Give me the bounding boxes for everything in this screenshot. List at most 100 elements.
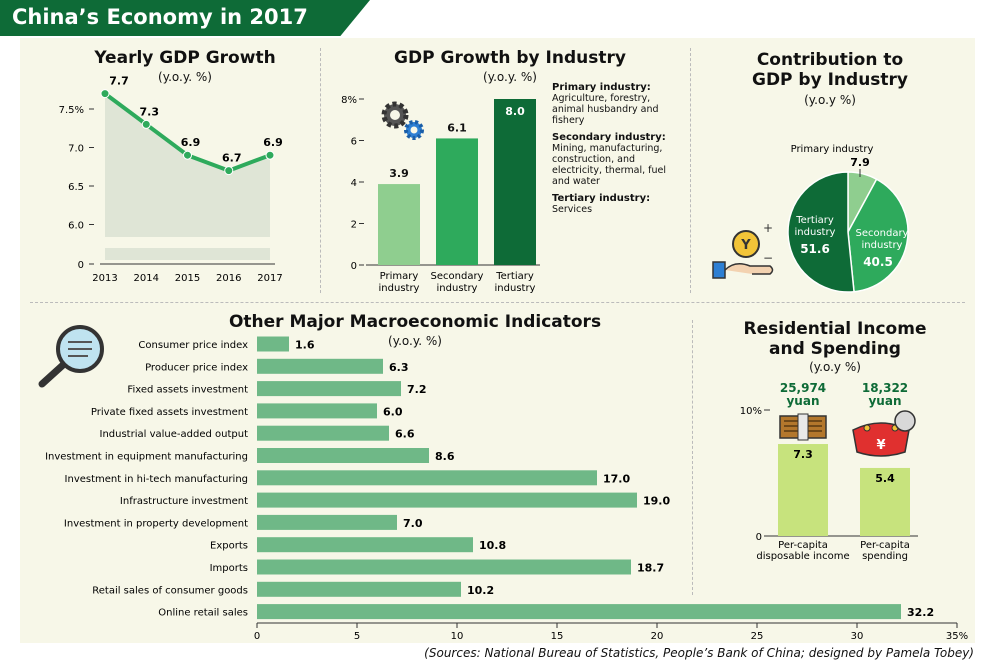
indicator-bar: [257, 336, 289, 352]
divider: [30, 302, 965, 303]
y-tick-label: 2: [351, 220, 357, 231]
bar-value-label: 7.2: [407, 383, 427, 396]
pie-value-label: 40.5: [863, 255, 893, 269]
x-tick-label: 2013: [92, 273, 117, 284]
bar-value-label: 17.0: [603, 472, 630, 485]
bar-value-label: 32.2: [907, 606, 934, 619]
category-label: industry: [379, 283, 420, 294]
indicator-bar: [257, 470, 597, 486]
category-label: Exports: [210, 541, 248, 552]
page-title: China’s Economy in 2017: [12, 5, 308, 29]
pie-value-label: 7.9: [850, 156, 870, 169]
divider: [320, 48, 321, 293]
category-label: industry: [495, 283, 536, 294]
bar-value-label: 3.9: [389, 167, 409, 180]
data-point: [100, 89, 110, 99]
indicator-bar: [257, 448, 429, 463]
data-label: 7.7: [109, 75, 129, 88]
indicator-bar: [257, 425, 389, 441]
category-label: spending: [862, 551, 908, 562]
contribution-title: Contribution to GDP by Industry: [751, 50, 909, 90]
y-tick-label: 10%: [740, 406, 762, 417]
bar-value-label: 6.3: [389, 361, 409, 374]
legend-secondary-name: Secondary industry:: [552, 132, 666, 143]
gear-icon: [404, 120, 424, 140]
indicator-bar: [257, 492, 637, 508]
bar-value-label: 6.0: [383, 405, 403, 418]
bar-value-label: 8.0: [505, 105, 525, 118]
indicator-bar: [257, 537, 473, 553]
residential-title: Residential Income and Spending: [743, 319, 927, 359]
indicators-subtitle: (y.o.y. %): [388, 334, 442, 348]
industry-bar: [494, 99, 536, 265]
svg-text:Y: Y: [740, 238, 751, 253]
svg-text:¥: ¥: [876, 438, 885, 453]
svg-text:+: +: [763, 221, 773, 235]
x-tick-label: 5: [354, 631, 360, 642]
bar-value-label: 6.1: [447, 121, 467, 134]
divider: [690, 48, 691, 293]
residential-bar: [860, 467, 910, 536]
svg-text:−: −: [763, 251, 773, 265]
industry-bar: [436, 138, 478, 265]
category-label: industry: [437, 283, 478, 294]
category-label: Imports: [210, 563, 248, 574]
y-tick-label: 7.5%: [59, 105, 84, 116]
amount-label: 25,974: [780, 381, 826, 395]
legend-tertiary-desc: Services: [552, 204, 593, 215]
source-note: (Sources: National Bureau of Statistics,…: [424, 646, 974, 660]
x-tick-label: 35%: [946, 631, 968, 642]
data-point: [183, 150, 192, 160]
pie-name-label: Tertiary: [795, 215, 834, 226]
gear-icon: [381, 101, 409, 129]
pie-slice: [847, 178, 909, 293]
data-label: 7.3: [140, 105, 160, 118]
x-tick-label: 2017: [257, 273, 282, 284]
x-tick-label: 15: [551, 631, 564, 642]
y-tick-label: 6.0: [68, 221, 84, 232]
x-tick-label: 30: [851, 631, 864, 642]
data-point: [141, 119, 151, 129]
y-tick-label: 6: [351, 137, 357, 148]
legend-primary-name: Primary industry:: [552, 82, 651, 93]
category-label: Primary: [380, 271, 419, 282]
x-tick-label: 2016: [216, 273, 241, 284]
indicator-bar: [257, 604, 901, 620]
y-tick-label: 0: [78, 260, 84, 271]
industry-legend: Primary industry: Agriculture, forestry,…: [552, 82, 682, 221]
legend-primary-desc: Agriculture, forestry, animal husbandry …: [552, 93, 659, 126]
category-label: Fixed assets investment: [127, 385, 248, 396]
y-tick-label: 8%: [341, 95, 357, 106]
residential-subtitle: (y.o.y %): [809, 360, 861, 374]
magnifier-icon: [38, 325, 104, 388]
indicator-bar: [257, 514, 397, 530]
gdp-growth-title: Yearly GDP Growth: [94, 48, 276, 68]
industry-growth-title: GDP Growth by Industry: [394, 48, 626, 68]
bar-value-label: 19.0: [643, 495, 670, 508]
category-label: Consumer price index: [138, 340, 248, 351]
bar-value-label: 18.7: [637, 562, 664, 575]
category-label: Investment in property development: [64, 518, 248, 529]
x-tick-label: 2014: [134, 273, 159, 284]
pie-value-label: 51.6: [800, 242, 830, 256]
data-point: [265, 150, 275, 160]
category-label: Per-capita: [860, 540, 910, 551]
x-tick-label: 20: [651, 631, 664, 642]
bar-value-label: 10.8: [479, 539, 506, 552]
category-label: Infrastructure investment: [120, 496, 248, 507]
category-label: disposable income: [756, 551, 849, 562]
indicators-title: Other Major Macroeconomic Indicators: [228, 312, 602, 332]
bar-value-label: 5.4: [875, 472, 895, 485]
divider: [692, 320, 693, 595]
amount-label: yuan: [868, 394, 901, 408]
category-label: Secondary: [431, 271, 484, 282]
amount-label: yuan: [786, 394, 819, 408]
category-label: Private fixed assets investment: [91, 407, 248, 418]
y-tick-label: 0: [756, 532, 762, 543]
